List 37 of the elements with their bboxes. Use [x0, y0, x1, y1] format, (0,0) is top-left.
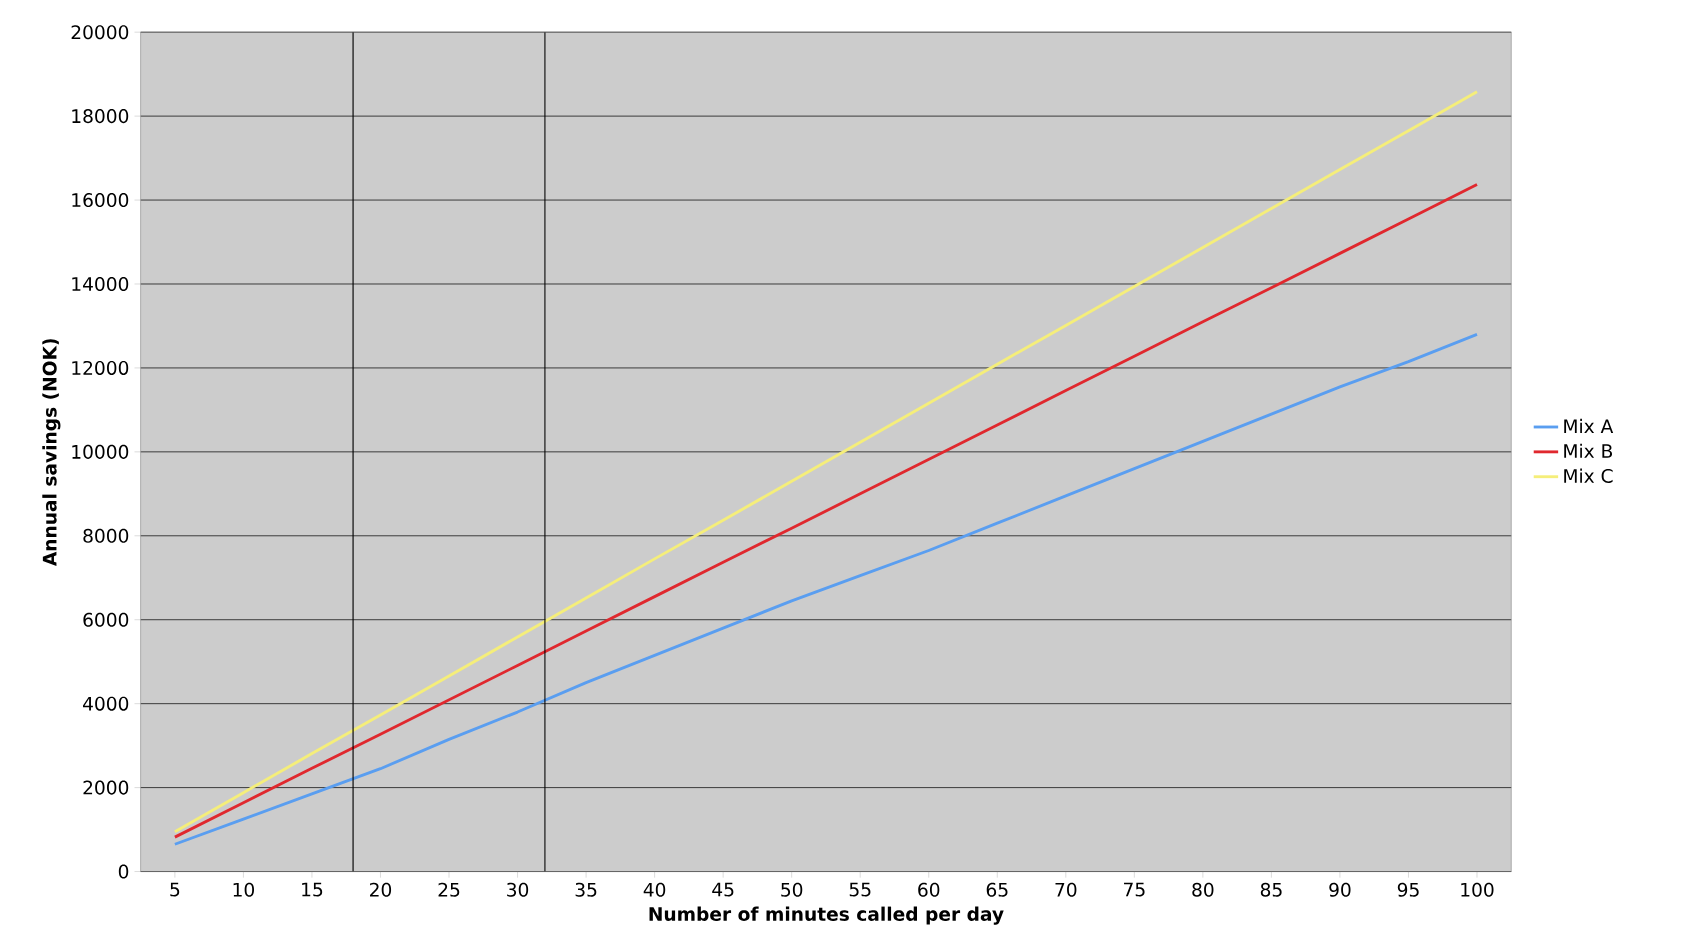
- x-tick-label: 35: [575, 882, 597, 897]
- x-tick-label: 80: [1192, 882, 1214, 897]
- x-tick-label: 60: [918, 882, 940, 897]
- y-tick-label: 6000: [83, 612, 129, 627]
- x-tick-label: 100: [1461, 882, 1494, 897]
- x-tick-label: 5: [170, 882, 180, 897]
- y-axis-title: Annual savings (NOK): [42, 339, 61, 567]
- y-tick-label: 8000: [83, 528, 129, 543]
- x-tick-label: 40: [643, 882, 666, 897]
- legend-label: Mix C: [1564, 468, 1613, 484]
- y-tick-label: 18000: [72, 109, 129, 124]
- x-tick-label: 15: [302, 882, 323, 897]
- x-tick-label: 95: [1397, 882, 1419, 897]
- y-tick-label: 2000: [83, 780, 129, 795]
- x-axis-title: Number of minutes called per day: [649, 906, 1004, 925]
- x-tick-label: 90: [1329, 882, 1351, 897]
- legend-label: Mix B: [1564, 443, 1613, 458]
- y-tick-label: 12000: [72, 360, 129, 376]
- x-tick-label: 20: [370, 882, 392, 897]
- y-tick-label: 0: [118, 864, 129, 879]
- y-tick-label: 16000: [72, 193, 129, 208]
- y-tick-label: 14000: [72, 277, 129, 292]
- x-tick-label: 75: [1124, 882, 1145, 897]
- x-tick-label: 50: [781, 882, 803, 897]
- x-tick-label: 55: [849, 882, 871, 897]
- legend-label: Mix A: [1564, 418, 1614, 434]
- x-tick-label: 25: [438, 882, 460, 897]
- y-tick-label: 20000: [71, 25, 129, 40]
- line-series: [173, 333, 1479, 846]
- y-tick-label: 10000: [72, 444, 129, 459]
- y-tick-label: 4000: [83, 696, 129, 711]
- x-tick-label: 65: [986, 882, 1008, 897]
- x-tick-label: 70: [1055, 882, 1077, 897]
- x-tick-label: 85: [1260, 882, 1282, 897]
- x-tick-label: 45: [712, 882, 734, 897]
- x-tick-label: 30: [507, 882, 529, 897]
- x-tick-label: 10: [233, 882, 255, 897]
